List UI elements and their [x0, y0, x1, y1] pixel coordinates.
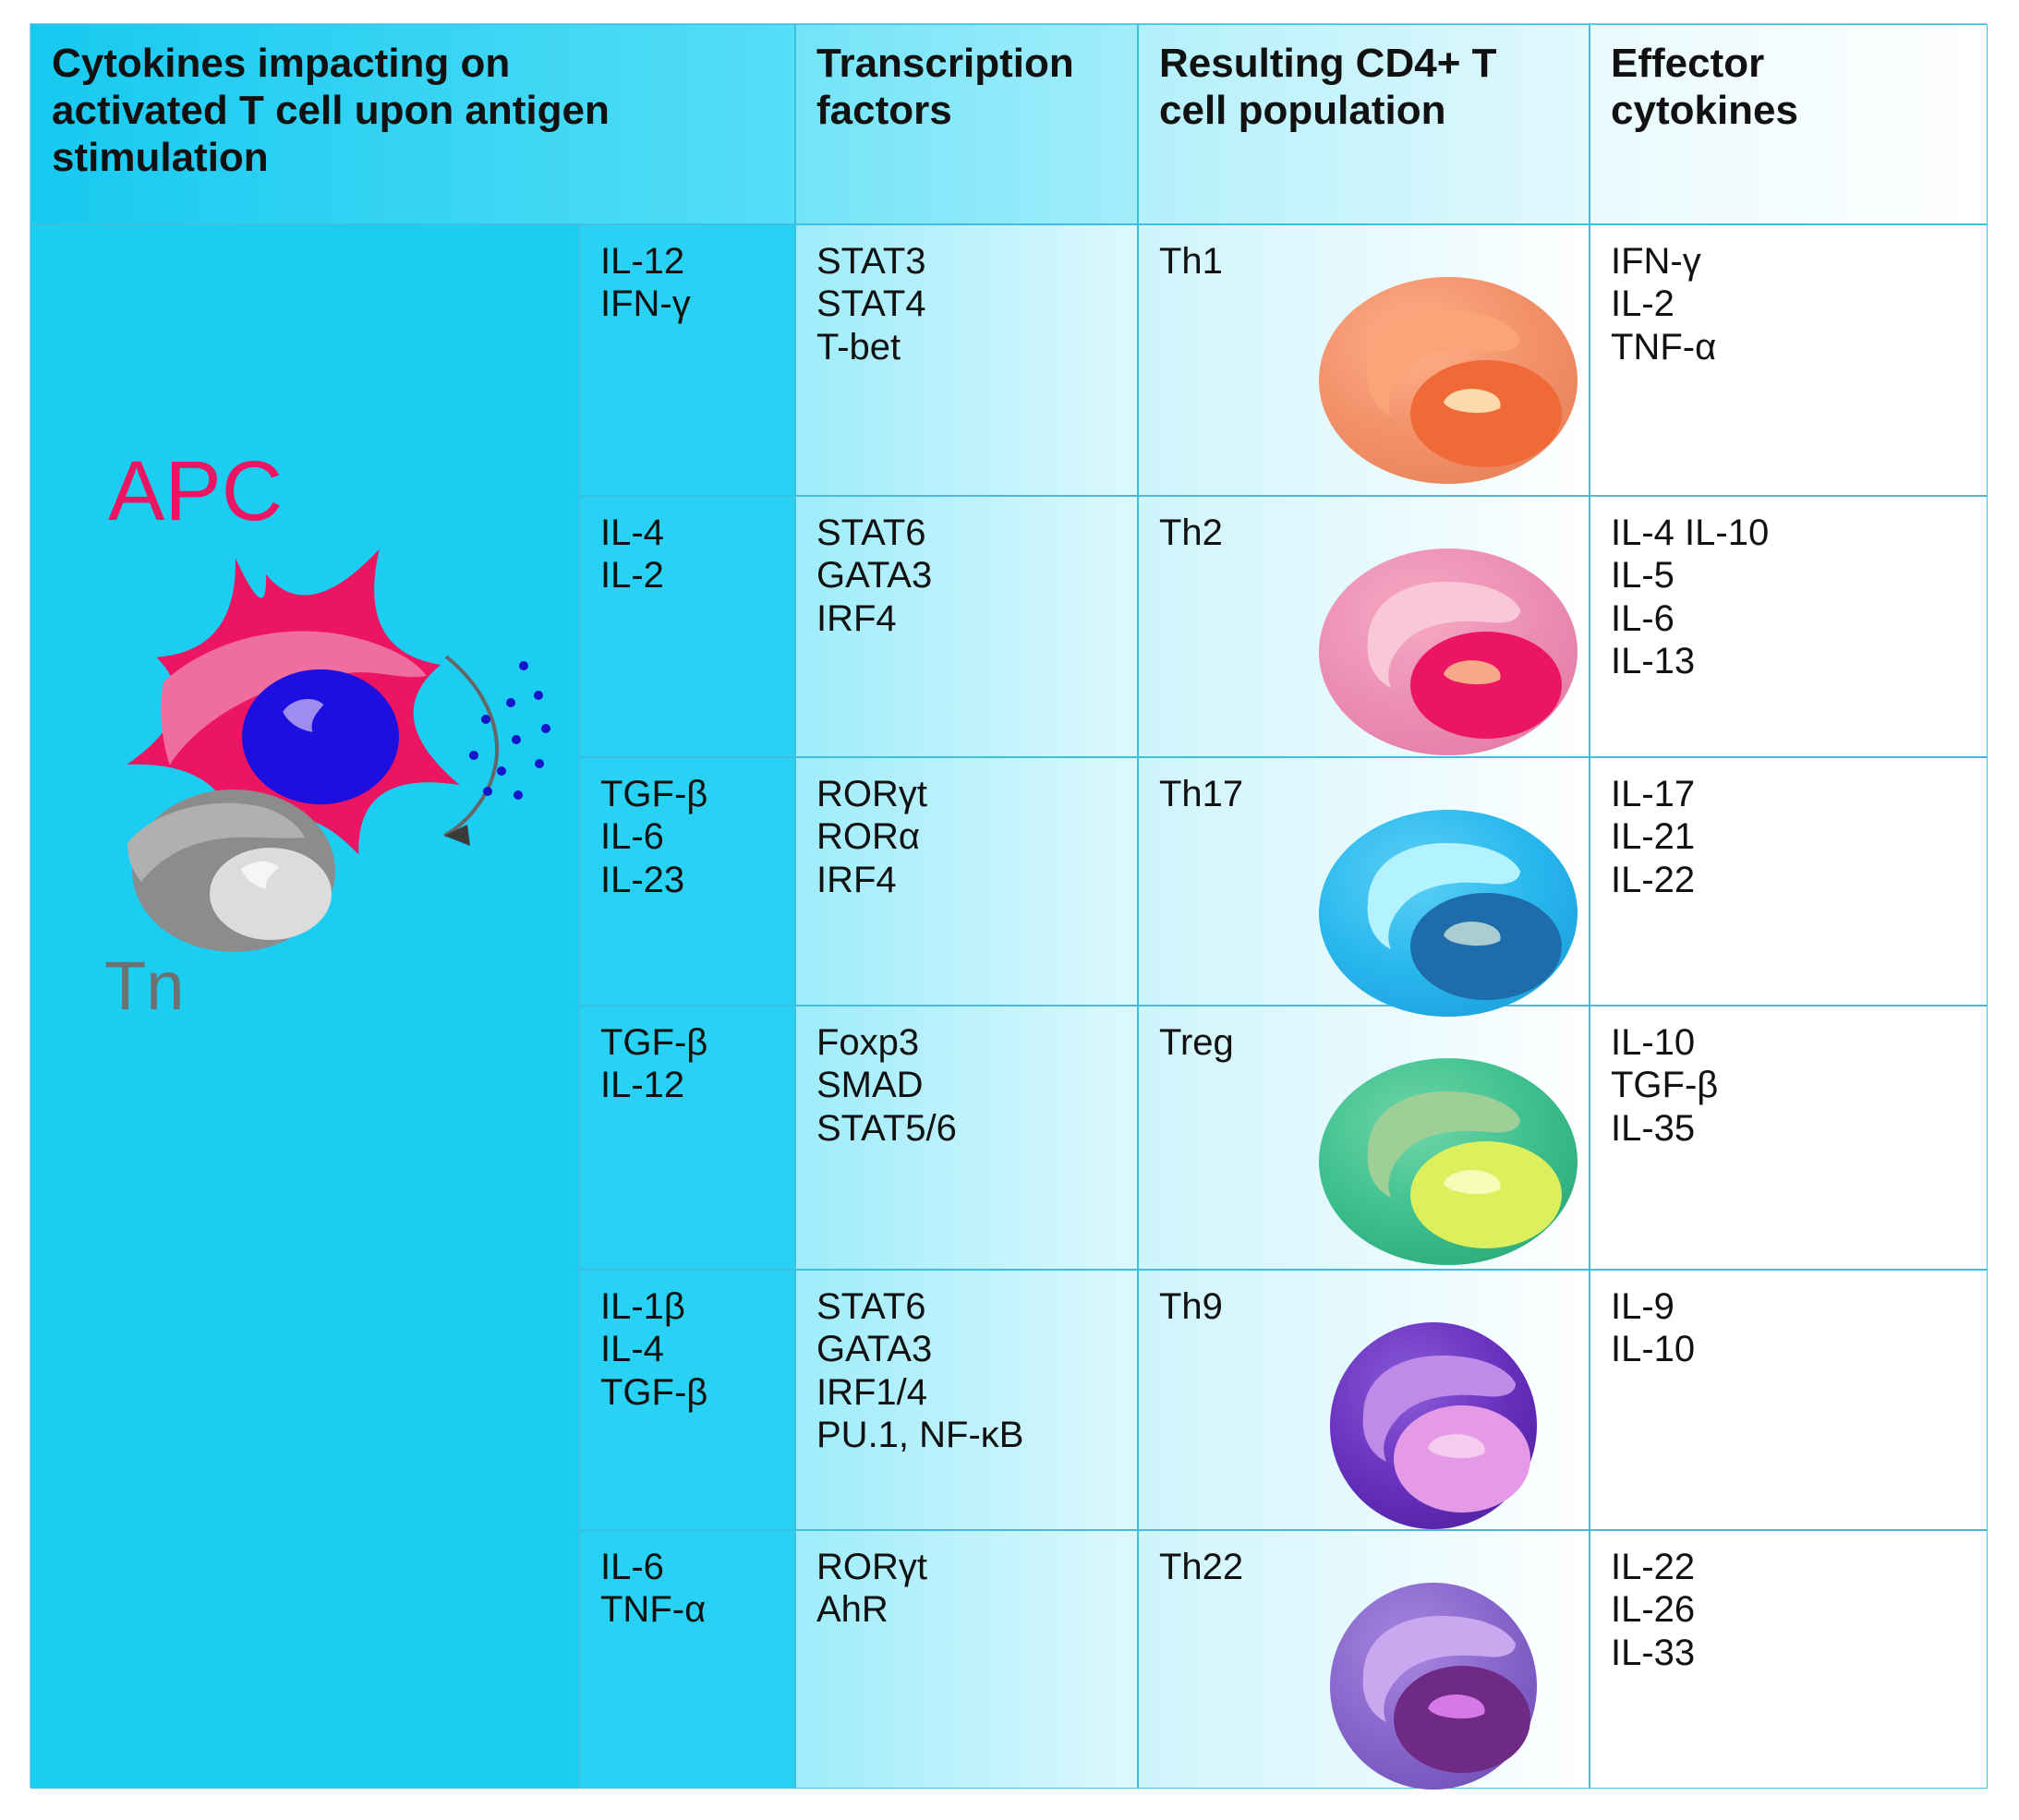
svg-text:Tn: Tn — [104, 947, 184, 1024]
svg-text:APC: APC — [108, 444, 283, 538]
